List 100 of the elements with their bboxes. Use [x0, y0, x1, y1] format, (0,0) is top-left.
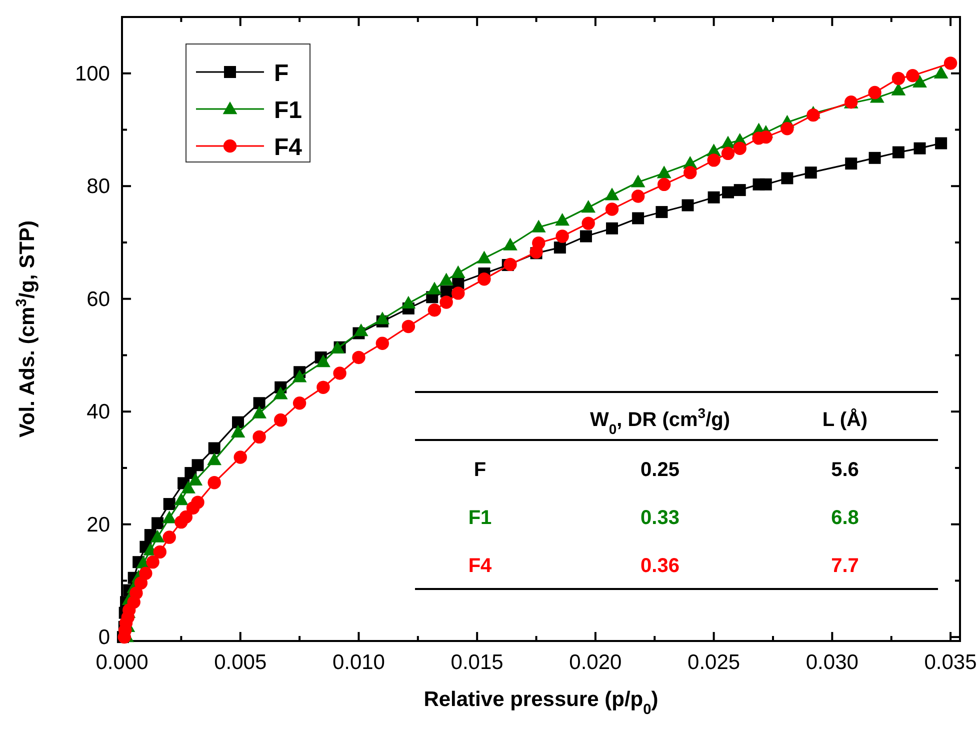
point	[657, 178, 671, 192]
point	[376, 336, 389, 350]
y-tick-label: 100	[74, 62, 110, 86]
point	[912, 74, 927, 88]
point	[556, 230, 569, 243]
point	[504, 258, 517, 272]
point	[906, 69, 920, 82]
annotation: F	[474, 459, 486, 481]
point	[273, 386, 288, 400]
point	[292, 370, 307, 382]
point	[845, 158, 858, 170]
point	[354, 323, 368, 336]
point	[163, 498, 176, 510]
point	[503, 238, 518, 250]
point	[234, 450, 247, 464]
annotation: W$_{0}$, DR (cm$^{3}$/g)	[590, 405, 730, 437]
point	[914, 142, 926, 154]
point	[868, 86, 882, 100]
point	[478, 272, 491, 286]
point	[179, 510, 193, 524]
x-tick-label: 0.025	[688, 651, 740, 674]
y-tick-label: 80	[86, 175, 110, 198]
point	[721, 146, 735, 160]
annotation: 5.6	[831, 459, 859, 481]
point	[152, 517, 164, 530]
point	[604, 188, 620, 200]
point	[130, 586, 143, 600]
point	[531, 220, 546, 232]
annotation: F1	[468, 507, 492, 529]
point	[682, 199, 694, 212]
point	[146, 555, 160, 569]
point	[476, 250, 492, 264]
point	[402, 320, 416, 334]
point	[150, 530, 165, 542]
point	[230, 424, 246, 438]
point	[759, 130, 772, 144]
point	[208, 442, 220, 454]
point	[207, 452, 222, 466]
point	[708, 191, 720, 204]
annotation: 0.33	[640, 507, 680, 529]
point	[780, 122, 794, 136]
point	[440, 296, 453, 309]
x-tick-label: 0.010	[332, 651, 386, 674]
point	[554, 242, 566, 254]
point	[630, 174, 646, 188]
point	[555, 212, 570, 226]
y-tick-label: 40	[86, 400, 110, 424]
annotation: 0.36	[640, 555, 680, 577]
point	[252, 406, 266, 418]
point	[139, 566, 152, 580]
point	[401, 296, 416, 308]
y-tick-label: 0	[98, 626, 110, 650]
x-axis-title: Relative pressure (p/p$_{0}$)	[424, 688, 658, 718]
point	[316, 380, 330, 394]
point	[316, 354, 330, 368]
point	[868, 152, 881, 164]
point	[656, 166, 672, 178]
legend-label: F4	[274, 134, 303, 161]
point	[656, 206, 668, 218]
point	[934, 66, 948, 78]
point	[330, 340, 345, 354]
point	[232, 416, 244, 428]
point	[684, 166, 697, 180]
point	[532, 236, 546, 250]
legend-label: F	[274, 60, 289, 87]
point	[134, 576, 148, 590]
point	[734, 184, 746, 196]
point	[162, 510, 177, 524]
annotation: 0.25	[640, 459, 680, 481]
point	[253, 397, 266, 410]
point	[806, 108, 820, 122]
legend-label: F1	[274, 97, 302, 124]
point	[252, 430, 266, 444]
point	[935, 137, 948, 150]
point	[439, 272, 454, 286]
point	[804, 166, 817, 179]
point	[605, 202, 619, 216]
point	[606, 222, 618, 234]
point	[375, 312, 390, 324]
x-tick-label: 0.000	[96, 651, 148, 674]
point	[428, 304, 442, 317]
annotation: F4	[468, 555, 493, 577]
y-tick-label: 20	[86, 513, 110, 536]
point	[333, 366, 346, 380]
point	[208, 476, 221, 490]
annotation: L (Å)	[822, 408, 868, 431]
point	[188, 472, 203, 486]
point	[452, 286, 465, 300]
point	[632, 212, 644, 224]
point	[181, 480, 196, 494]
point	[153, 545, 166, 559]
point	[781, 172, 794, 184]
point	[944, 56, 958, 70]
point	[191, 496, 204, 509]
point	[582, 216, 595, 230]
x-tick-label: 0.005	[214, 651, 267, 674]
x-tick-label: 0.035	[924, 651, 977, 674]
point	[892, 146, 904, 158]
point	[631, 190, 645, 203]
point	[174, 492, 188, 506]
